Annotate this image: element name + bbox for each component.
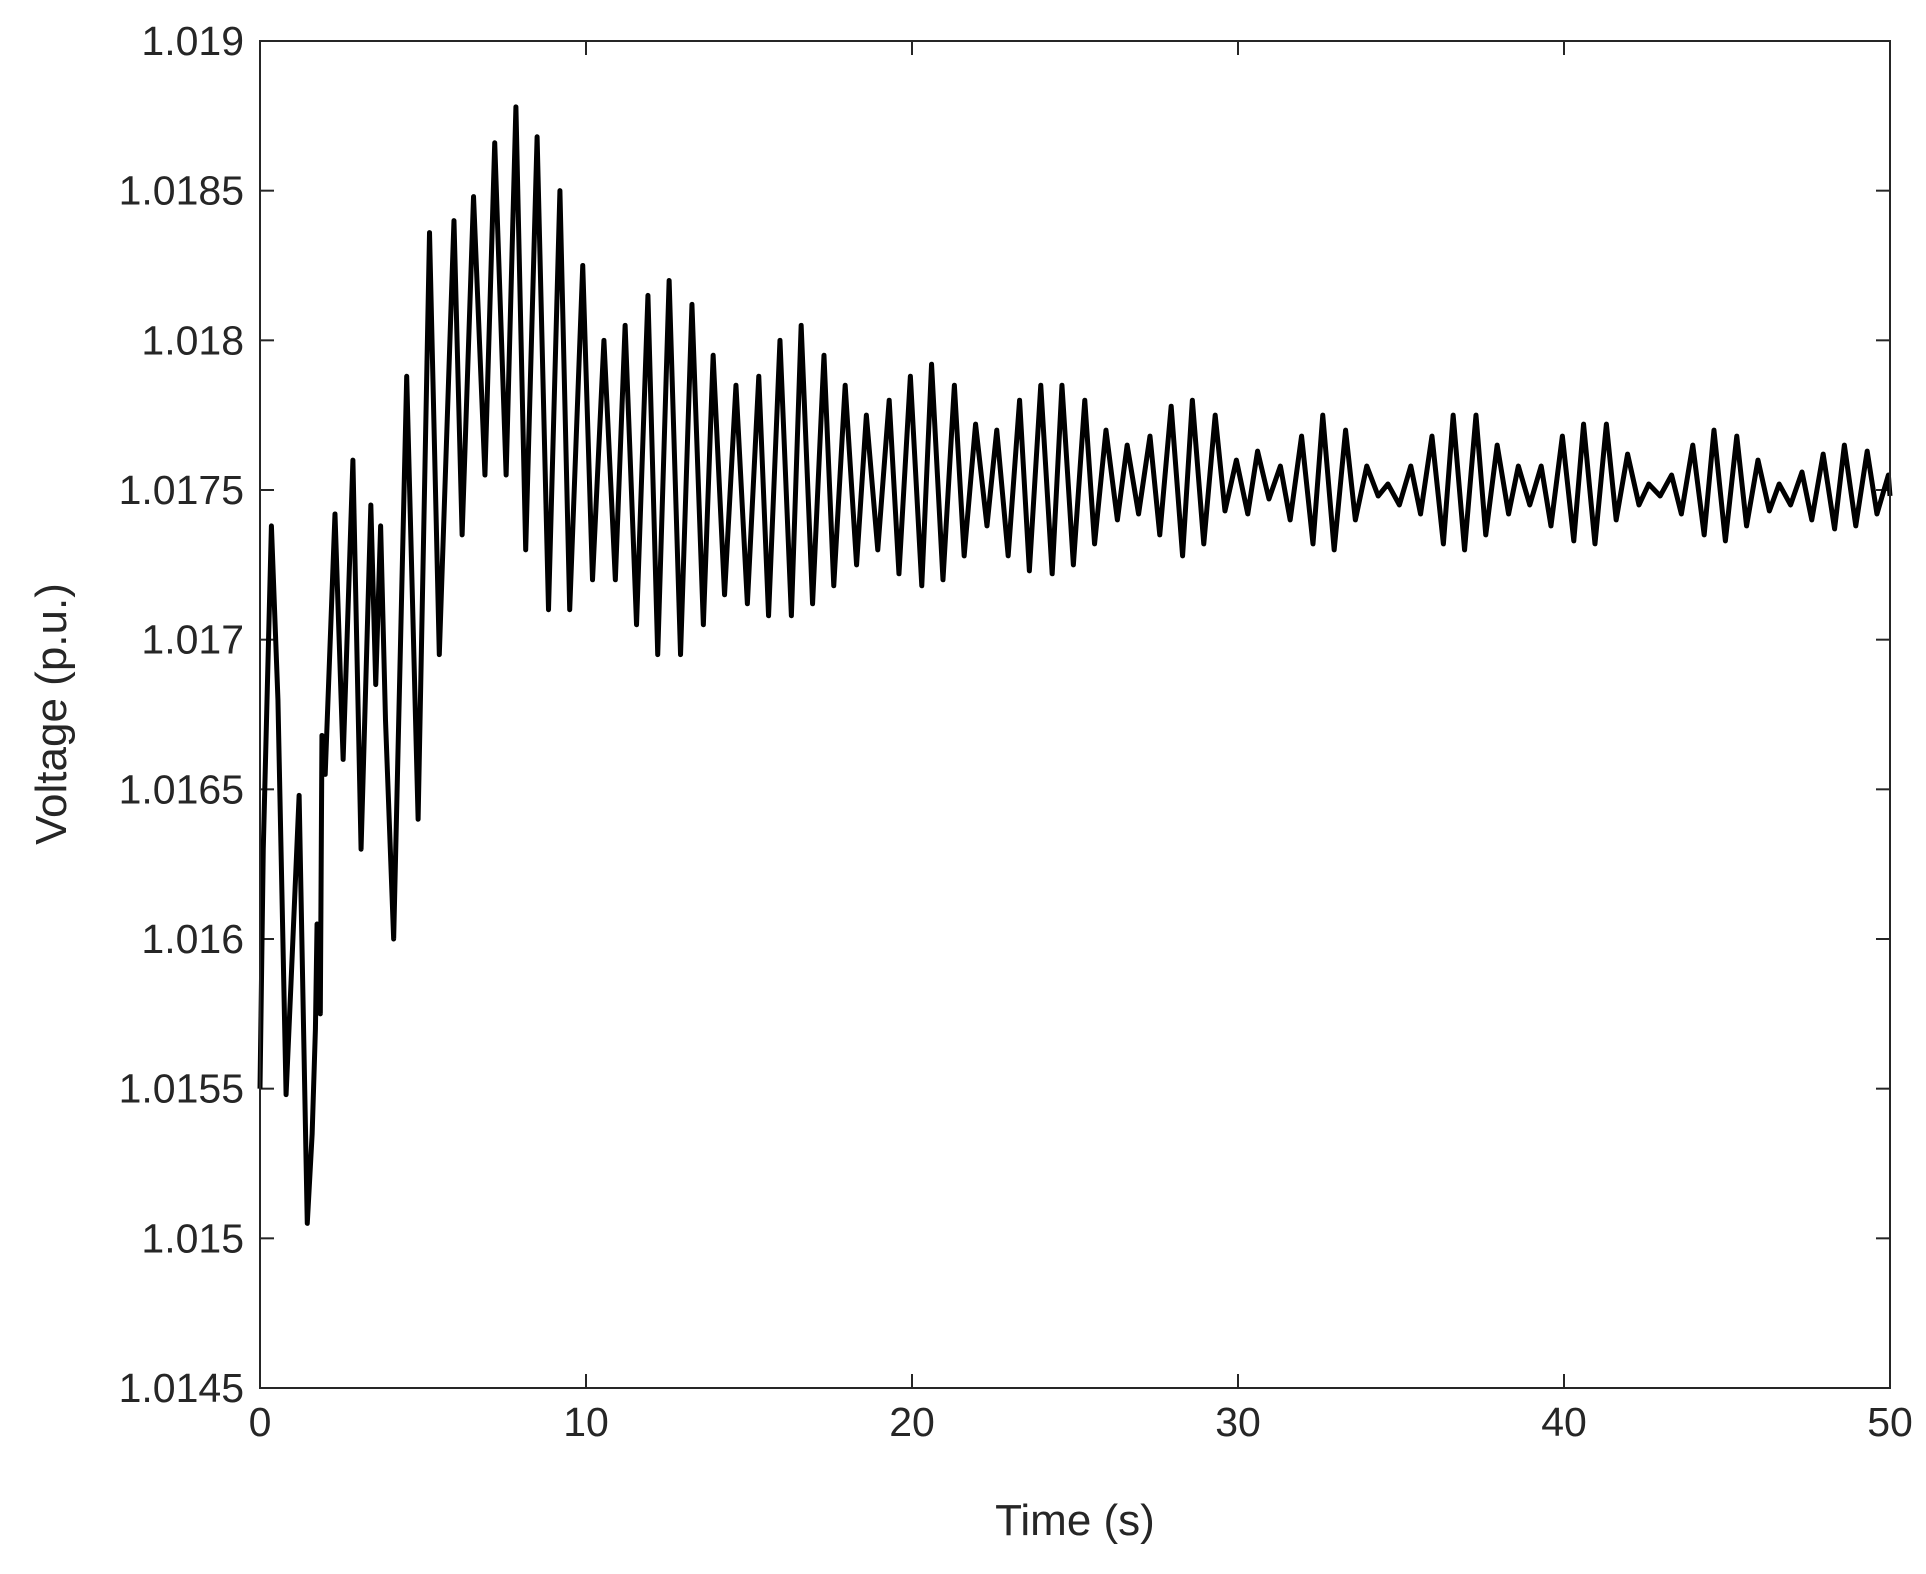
x-tick-label: 0 — [249, 1399, 272, 1445]
y-axis-ticks: 1.0145 1.015 1.0155 1.016 1.0165 1.017 1.0175 1… — [119, 18, 1890, 1411]
x-tick-label: 10 — [563, 1399, 609, 1445]
y-tick-label: 1.0145 — [119, 1365, 244, 1411]
y-tick-label: 1.018 — [141, 317, 244, 363]
voltage-series-line — [257, 104, 1893, 1226]
x-tick-label: 40 — [1541, 1399, 1587, 1445]
x-axis-label: Time (s) — [995, 1496, 1155, 1545]
series-layer — [257, 104, 1893, 1226]
y-tick-label: 1.015 — [141, 1215, 244, 1261]
y-tick-label: 1.0165 — [119, 766, 244, 812]
x-tick-label: 30 — [1215, 1399, 1261, 1445]
plot-frame — [259, 40, 1891, 1389]
y-tick-label: 1.0185 — [119, 168, 244, 214]
x-tick-label: 50 — [1867, 1399, 1913, 1445]
x-axis-ticks: 0 10 20 30 40 50 — [249, 41, 1913, 1445]
y-tick-label: 1.0175 — [119, 467, 244, 513]
x-tick-label: 20 — [889, 1399, 935, 1445]
y-tick-label: 1.016 — [141, 916, 244, 962]
y-tick-label: 1.017 — [141, 617, 244, 663]
plot-area — [260, 41, 1890, 1388]
y-axis-label: Voltage (p.u.) — [27, 583, 76, 845]
y-tick-label: 1.019 — [141, 18, 244, 64]
y-tick-label: 1.0155 — [119, 1066, 244, 1112]
